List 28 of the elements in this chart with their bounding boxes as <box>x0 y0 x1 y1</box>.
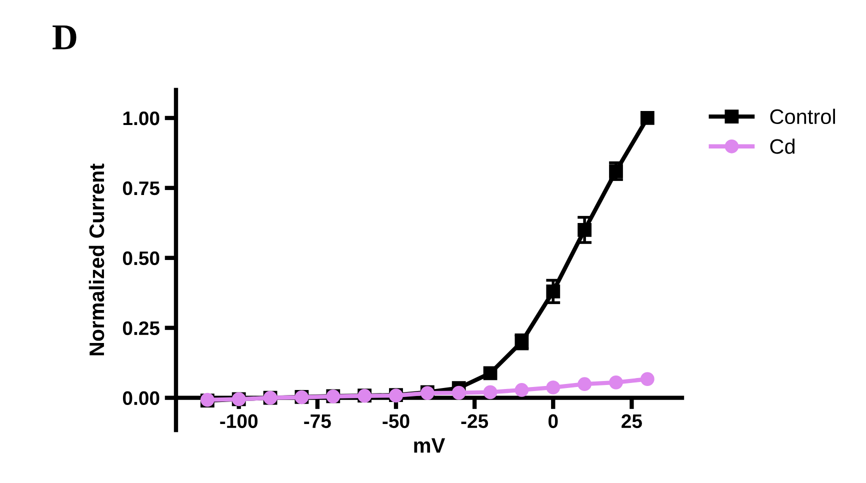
y-tick-label: 1.00 <box>123 111 160 126</box>
point <box>483 385 498 400</box>
x-tick-label: -75 <box>304 414 331 428</box>
point <box>640 372 654 386</box>
legend-label: Cd <box>770 138 794 154</box>
point <box>578 222 592 237</box>
point <box>483 366 498 380</box>
x-tick-label: -25 <box>461 414 488 428</box>
x-axis-title: mV <box>414 438 446 453</box>
legend-label: Control <box>770 108 835 124</box>
point <box>514 383 529 397</box>
y-tick-label: 0.50 <box>122 251 160 266</box>
y-tick-label: 0.75 <box>122 181 160 196</box>
point <box>452 386 466 400</box>
x-tick-label: 25 <box>622 414 642 428</box>
y-axis-title: Normalized Current <box>88 164 104 356</box>
x-tick-label: -100 <box>220 414 258 428</box>
point <box>609 375 623 390</box>
point <box>578 377 592 392</box>
point <box>609 164 623 178</box>
point <box>546 284 560 298</box>
y-tick-label: 0.25 <box>122 321 160 336</box>
x-tick-label: -50 <box>382 414 410 428</box>
point <box>640 111 654 125</box>
point <box>546 380 560 394</box>
y-tick-label: 0.00 <box>122 391 160 406</box>
chart-title: D <box>52 26 76 50</box>
x-tick-label: 0 <box>548 414 558 428</box>
